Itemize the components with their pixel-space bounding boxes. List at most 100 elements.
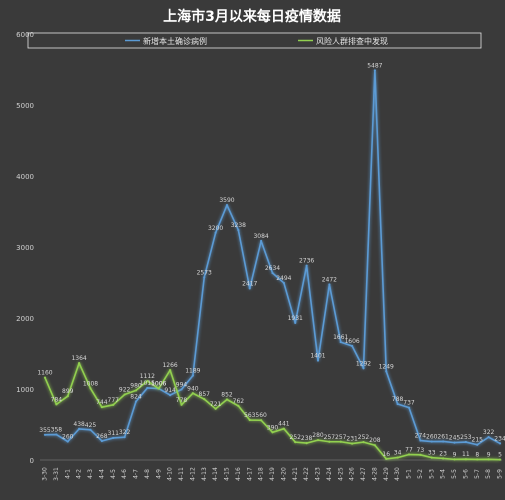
series-1-point <box>339 440 342 443</box>
series-1-point <box>430 456 433 459</box>
data-label: 11 <box>462 451 470 458</box>
x-tick-label: 4-6 <box>121 469 128 479</box>
series-0-point <box>43 433 47 436</box>
x-tick-label: 5-3 <box>428 469 435 479</box>
series-0-point <box>339 340 342 344</box>
series-1-point <box>498 458 502 461</box>
series-0-point <box>282 281 285 285</box>
x-axis: 3-30 3-31 4-1 4-2 4-3 4-4 4-5 4-6 4-7 4-8 4-9 4-10 4… <box>40 459 504 481</box>
series-1-point <box>476 458 479 461</box>
series-1-point <box>157 387 160 390</box>
x-tick-label: 5-8 <box>485 469 492 479</box>
series-0-point <box>169 394 172 397</box>
x-tick-label: 4-24 <box>326 467 333 481</box>
series-0-point <box>146 386 149 390</box>
data-label: 1006 <box>151 381 166 388</box>
data-label: 563 <box>244 412 256 419</box>
data-label: 257 <box>324 434 336 441</box>
data-label: 268 <box>96 433 108 440</box>
y-tick-label: 1000 <box>16 386 34 394</box>
series-0-point <box>134 400 138 403</box>
series-0-point <box>123 436 126 439</box>
series-0-point <box>464 440 467 444</box>
x-tick-label: 4-8 <box>144 469 151 479</box>
x-tick-label: 4-29 <box>383 467 390 481</box>
x-tick-label: 5-5 <box>451 469 458 479</box>
series-1-point <box>191 392 194 395</box>
data-label: 2494 <box>276 275 291 282</box>
data-label: 1401 <box>310 353 325 360</box>
series-1-point <box>487 458 490 461</box>
series-0-point <box>237 229 240 232</box>
chart-title: 上海市3月以来每日疫情数据 <box>163 8 341 25</box>
series-0-point <box>351 344 354 348</box>
y-tick-label: 5000 <box>16 102 34 110</box>
x-tick-label: 4-10 <box>167 467 174 481</box>
data-label: 245 <box>449 435 461 442</box>
data-label: 280 <box>312 432 324 439</box>
series-0-point <box>476 443 479 446</box>
data-label: 1006 <box>151 381 166 388</box>
x-tick-label: 5-9 <box>497 469 504 479</box>
series-1-point <box>225 398 229 401</box>
data-label: 2573 <box>197 269 212 276</box>
data-label: 1249 <box>379 363 394 370</box>
series-1-point <box>316 439 320 442</box>
series-1-point <box>407 453 411 456</box>
x-tick-label: 4-1 <box>64 469 71 479</box>
series-0-point <box>78 427 81 431</box>
x-tick-label: 5-6 <box>462 469 469 479</box>
x-tick-label: 4-26 <box>349 467 356 481</box>
series-1-point <box>294 441 297 444</box>
series-1-point <box>396 456 399 459</box>
series-0-point <box>271 271 274 275</box>
series-0-point <box>89 428 92 431</box>
series-1-point <box>351 442 354 445</box>
series-0-point <box>248 287 251 290</box>
data-label: 2417 <box>242 280 257 287</box>
data-label: 274 <box>415 433 427 440</box>
data-label: 3590 <box>219 197 234 204</box>
data-label: 238 <box>301 435 313 442</box>
data-label: 77 <box>405 447 413 454</box>
data-label: 23 <box>439 450 447 457</box>
series-0-point <box>100 439 103 443</box>
data-label: 252 <box>358 434 370 441</box>
series-1-point <box>203 398 206 401</box>
x-tick-label: 3-30 <box>42 467 49 481</box>
data-label: 260 <box>62 434 74 441</box>
data-label: 1008 <box>83 380 98 387</box>
series-0-point <box>362 367 365 370</box>
y-tick-label: 2000 <box>16 315 34 323</box>
series-1-point <box>362 441 365 444</box>
series-0-point <box>498 442 502 445</box>
series-1-point <box>214 407 217 410</box>
data-label: 777 <box>108 397 120 404</box>
data-label: 260 <box>426 434 438 441</box>
x-tick-label: 4-3 <box>87 469 94 479</box>
x-tick-label: 4-17 <box>246 467 253 481</box>
data-label: 252 <box>290 434 302 441</box>
series-0-point <box>385 370 388 373</box>
data-label: 208 <box>369 437 381 444</box>
data-label: 322 <box>483 429 495 436</box>
legend-label-risk-group: 风险人群排查中发现 <box>316 36 388 46</box>
series-line-0 <box>44 69 501 446</box>
series-0-point <box>55 433 58 436</box>
series-1-point <box>112 403 115 406</box>
x-tick-label: 4-2 <box>76 469 83 479</box>
data-label: 922 <box>119 387 131 394</box>
data-label: 2736 <box>299 258 314 265</box>
series-0-point <box>180 388 183 391</box>
data-label: 980 <box>130 382 142 389</box>
data-label: 784 <box>51 396 63 403</box>
data-label: 2472 <box>322 276 337 283</box>
data-label: 231 <box>346 436 358 443</box>
data-label: 3084 <box>253 233 268 240</box>
data-label: 1364 <box>71 355 86 362</box>
series-0-point <box>316 359 320 362</box>
series-0-point <box>305 264 308 267</box>
data-label: 425 <box>85 422 97 429</box>
